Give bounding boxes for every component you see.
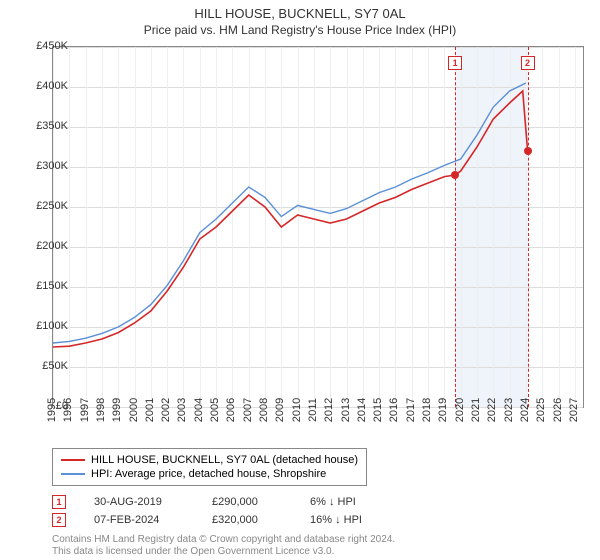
sale-price: £290,000	[212, 496, 282, 508]
x-tick-label: 2022	[486, 398, 498, 422]
x-tick-label: 2017	[405, 398, 417, 422]
x-tick-label: 2016	[388, 398, 400, 422]
x-tick-label: 2005	[209, 398, 221, 422]
sale-marker: 1	[52, 495, 66, 509]
x-tick-label: 1997	[79, 398, 91, 422]
y-tick-label: £0	[8, 400, 68, 412]
y-tick-label: £200K	[8, 240, 68, 252]
x-tick-label: 2019	[437, 398, 449, 422]
y-tick-label: £400K	[8, 80, 68, 92]
chart-subtitle: Price paid vs. HM Land Registry's House …	[0, 21, 600, 37]
sale-point	[451, 171, 459, 179]
y-tick-label: £350K	[8, 120, 68, 132]
legend: HILL HOUSE, BUCKNELL, SY7 0AL (detached …	[52, 448, 367, 486]
x-tick-label: 2003	[176, 398, 188, 422]
legend-item: HILL HOUSE, BUCKNELL, SY7 0AL (detached …	[61, 453, 358, 467]
x-tick-label: 2027	[568, 398, 580, 422]
x-tick-label: 2018	[421, 398, 433, 422]
sale-date: 07-FEB-2024	[94, 514, 184, 526]
x-tick-label: 1995	[46, 398, 58, 422]
x-tick-label: 2020	[454, 398, 466, 422]
sales-table: 1 30-AUG-2019 £290,000 6% ↓ HPI 2 07-FEB-2024…	[52, 493, 400, 529]
y-tick-label: £300K	[8, 160, 68, 172]
x-tick-label: 2021	[470, 398, 482, 422]
x-tick-label: 2007	[242, 398, 254, 422]
x-tick-label: 1996	[62, 398, 74, 422]
legend-swatch	[61, 473, 85, 475]
x-tick-label: 2026	[552, 398, 564, 422]
y-tick-label: £50K	[8, 360, 68, 372]
x-tick-label: 2008	[258, 398, 270, 422]
chart-title: HILL HOUSE, BUCKNELL, SY7 0AL	[0, 0, 600, 21]
y-tick-label: £450K	[8, 40, 68, 52]
chart-plot-area: 12	[52, 46, 584, 408]
footer-line-1: Contains HM Land Registry data © Crown c…	[52, 534, 395, 546]
x-tick-label: 2002	[160, 398, 172, 422]
sale-row: 1 30-AUG-2019 £290,000 6% ↓ HPI	[52, 493, 400, 511]
x-tick-label: 1999	[111, 398, 123, 422]
x-tick-label: 2013	[340, 398, 352, 422]
x-tick-label: 2001	[144, 398, 156, 422]
x-tick-label: 2000	[128, 398, 140, 422]
legend-swatch	[61, 459, 85, 461]
sale-point	[524, 147, 532, 155]
footer-attribution: Contains HM Land Registry data © Crown c…	[52, 534, 395, 558]
x-tick-label: 2012	[323, 398, 335, 422]
legend-item: HPI: Average price, detached house, Shro…	[61, 467, 358, 481]
line-series-layer	[53, 47, 583, 407]
sale-date: 30-AUG-2019	[94, 496, 184, 508]
sale-marker: 2	[52, 513, 66, 527]
x-tick-label: 2010	[291, 398, 303, 422]
footer-line-2: This data is licensed under the Open Gov…	[52, 546, 395, 558]
sale-row: 2 07-FEB-2024 £320,000 16% ↓ HPI	[52, 511, 400, 529]
sale-diff: 16% ↓ HPI	[310, 514, 400, 526]
series-line	[53, 91, 531, 347]
x-tick-label: 2023	[503, 398, 515, 422]
x-tick-label: 1998	[95, 398, 107, 422]
x-tick-label: 2004	[193, 398, 205, 422]
x-tick-label: 2025	[535, 398, 547, 422]
x-tick-label: 2006	[225, 398, 237, 422]
x-tick-label: 2015	[372, 398, 384, 422]
y-tick-label: £250K	[8, 200, 68, 212]
series-line	[53, 83, 526, 343]
x-tick-label: 2009	[274, 398, 286, 422]
x-tick-label: 2014	[356, 398, 368, 422]
x-tick-label: 2024	[519, 398, 531, 422]
sale-price: £320,000	[212, 514, 282, 526]
y-tick-label: £100K	[8, 320, 68, 332]
legend-label: HPI: Average price, detached house, Shro…	[91, 468, 326, 480]
y-tick-label: £150K	[8, 280, 68, 292]
sale-diff: 6% ↓ HPI	[310, 496, 400, 508]
legend-label: HILL HOUSE, BUCKNELL, SY7 0AL (detached …	[91, 454, 358, 466]
x-tick-label: 2011	[307, 398, 319, 422]
